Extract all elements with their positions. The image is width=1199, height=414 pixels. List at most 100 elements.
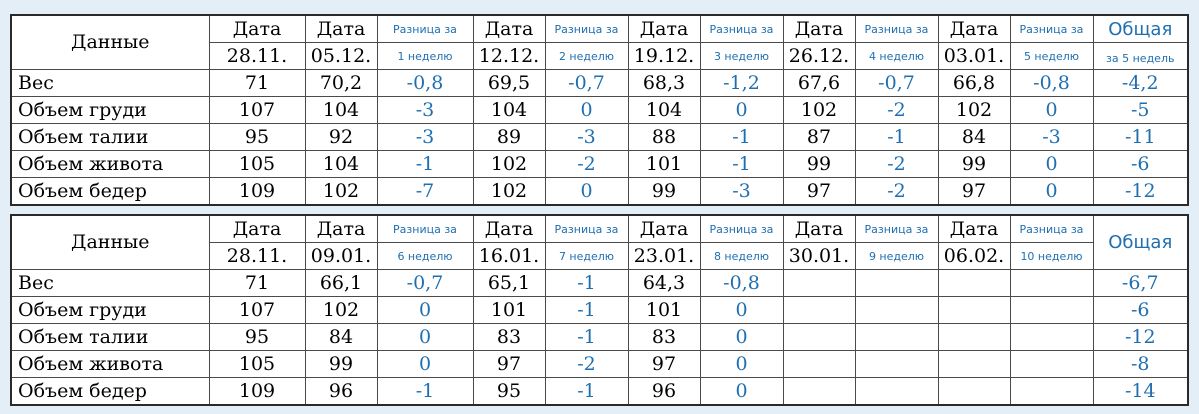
diff-cell: -1 xyxy=(699,150,784,178)
value-cell: 70,2 xyxy=(304,69,378,97)
total-cell: -6,7 xyxy=(1092,269,1189,297)
value-cell: 92 xyxy=(304,123,378,151)
diff-cell: 0 xyxy=(699,96,784,124)
value-cell xyxy=(937,350,1011,378)
value-cell: 83 xyxy=(627,323,701,351)
value-cell: 109 xyxy=(208,377,306,406)
diff-cell: -2 xyxy=(854,150,939,178)
diff-cell: 0 xyxy=(1009,150,1094,178)
diff-week: 2 неделю xyxy=(544,42,629,70)
diff-header: Разница за xyxy=(544,14,629,43)
value-cell: 96 xyxy=(627,377,701,406)
diff-week: 9 неделю xyxy=(854,242,939,270)
table-row: Объем талии 95 92 -3 89 -3 88 -1 87 -1 84 -3 -11 xyxy=(10,123,1189,151)
value-cell: 71 xyxy=(208,269,306,297)
total-cell: -6 xyxy=(1092,296,1189,324)
diff-cell: -3 xyxy=(544,123,629,151)
total-period-label: за 5 недель xyxy=(1106,51,1175,65)
value-cell xyxy=(937,323,1011,351)
row-label: Объем груди xyxy=(10,296,210,324)
diff-header: Разница за xyxy=(699,14,784,43)
date-value: 28.11. xyxy=(208,42,306,70)
diff-cell: 0 xyxy=(376,323,474,351)
measurement-table-weeks-6-10: Данные Дата Дата Разница за Дата Разница… xyxy=(10,214,1189,406)
total-cell: -8 xyxy=(1092,350,1189,378)
value-cell: 107 xyxy=(208,96,306,124)
diff-cell: 0 xyxy=(376,350,474,378)
date-value: 26.12. xyxy=(782,42,856,70)
diff-header: Разница за xyxy=(854,14,939,43)
diff-cell: -0,8 xyxy=(376,69,474,97)
diff-cell: -1 xyxy=(544,296,629,324)
value-cell: 84 xyxy=(304,323,378,351)
date-header: Дата xyxy=(782,14,856,43)
diff-cell: 0 xyxy=(699,350,784,378)
value-cell: 97 xyxy=(627,350,701,378)
total-cell: -4,2 xyxy=(1092,69,1189,97)
date-header: Дата xyxy=(304,14,378,43)
diff-cell: 0 xyxy=(544,96,629,124)
diff-cell: 0 xyxy=(544,177,629,206)
diff-header: Разница за xyxy=(544,214,629,243)
value-cell: 105 xyxy=(208,350,306,378)
table1-body: Вес 71 70,2 -0,8 69,5 -0,7 68,3 -1,2 67,6 -0,7 66,… xyxy=(10,69,1189,206)
value-cell xyxy=(937,377,1011,406)
diff-header: Разница за xyxy=(376,214,474,243)
value-cell: 97 xyxy=(472,350,546,378)
diff-week: 1 неделю xyxy=(376,42,474,70)
date-header: Дата xyxy=(208,214,306,243)
table-row: Объем талии 95 84 0 83 -1 83 0 -12 xyxy=(10,323,1189,351)
total-cell: -14 xyxy=(1092,377,1189,406)
total-cell: -5 xyxy=(1092,96,1189,124)
value-cell xyxy=(782,323,856,351)
value-cell xyxy=(782,350,856,378)
table-row: Объем груди 107 102 0 101 -1 101 0 -6 xyxy=(10,296,1189,324)
value-cell: 104 xyxy=(472,96,546,124)
diff-cell: -1 xyxy=(699,123,784,151)
value-cell: 66,8 xyxy=(937,69,1011,97)
diff-cell: -0,8 xyxy=(699,269,784,297)
row-label: Объем живота xyxy=(10,150,210,178)
diff-cell: 0 xyxy=(699,377,784,406)
diff-week: 4 неделю xyxy=(854,42,939,70)
value-cell: 68,3 xyxy=(627,69,701,97)
diff-cell xyxy=(854,269,939,297)
diff-cell: -1 xyxy=(376,377,474,406)
diff-cell: -1 xyxy=(544,323,629,351)
value-cell: 87 xyxy=(782,123,856,151)
value-cell: 99 xyxy=(304,350,378,378)
row-label: Объем талии xyxy=(10,323,210,351)
diff-cell: -7 xyxy=(376,177,474,206)
diff-header: Разница за xyxy=(854,214,939,243)
value-cell: 104 xyxy=(304,150,378,178)
diff-cell: -0,7 xyxy=(544,69,629,97)
diff-cell: -1 xyxy=(544,269,629,297)
diff-cell: -1,2 xyxy=(699,69,784,97)
date-header: Дата xyxy=(472,214,546,243)
row-label: Объем живота xyxy=(10,350,210,378)
value-cell: 104 xyxy=(304,96,378,124)
value-cell: 67,6 xyxy=(782,69,856,97)
date-value: 06.02. xyxy=(937,242,1011,270)
date-value: 23.01. xyxy=(627,242,701,270)
value-cell: 104 xyxy=(627,96,701,124)
date-value: 30.01. xyxy=(782,242,856,270)
table-row: Вес 71 70,2 -0,8 69,5 -0,7 68,3 -1,2 67,6 -0,7 66,… xyxy=(10,69,1189,97)
diff-cell: -0,7 xyxy=(376,269,474,297)
diff-header: Разница за xyxy=(1009,214,1094,243)
diff-week: 5 неделю xyxy=(1009,42,1094,70)
diff-cell: -1 xyxy=(376,150,474,178)
date-value: 09.01. xyxy=(304,242,378,270)
value-cell: 95 xyxy=(208,323,306,351)
row-label: Вес xyxy=(10,69,210,97)
table-row: Объем живота 105 104 -1 102 -2 101 -1 99 -2 99 0 -6 xyxy=(10,150,1189,178)
value-cell: 102 xyxy=(304,177,378,206)
value-cell: 102 xyxy=(304,296,378,324)
diff-cell: 0 xyxy=(376,296,474,324)
value-cell: 99 xyxy=(782,150,856,178)
value-cell: 89 xyxy=(472,123,546,151)
date-value: 28.11. xyxy=(208,242,306,270)
diff-week: 7 неделю xyxy=(544,242,629,270)
diff-cell: -3 xyxy=(376,96,474,124)
diff-cell xyxy=(1009,296,1094,324)
